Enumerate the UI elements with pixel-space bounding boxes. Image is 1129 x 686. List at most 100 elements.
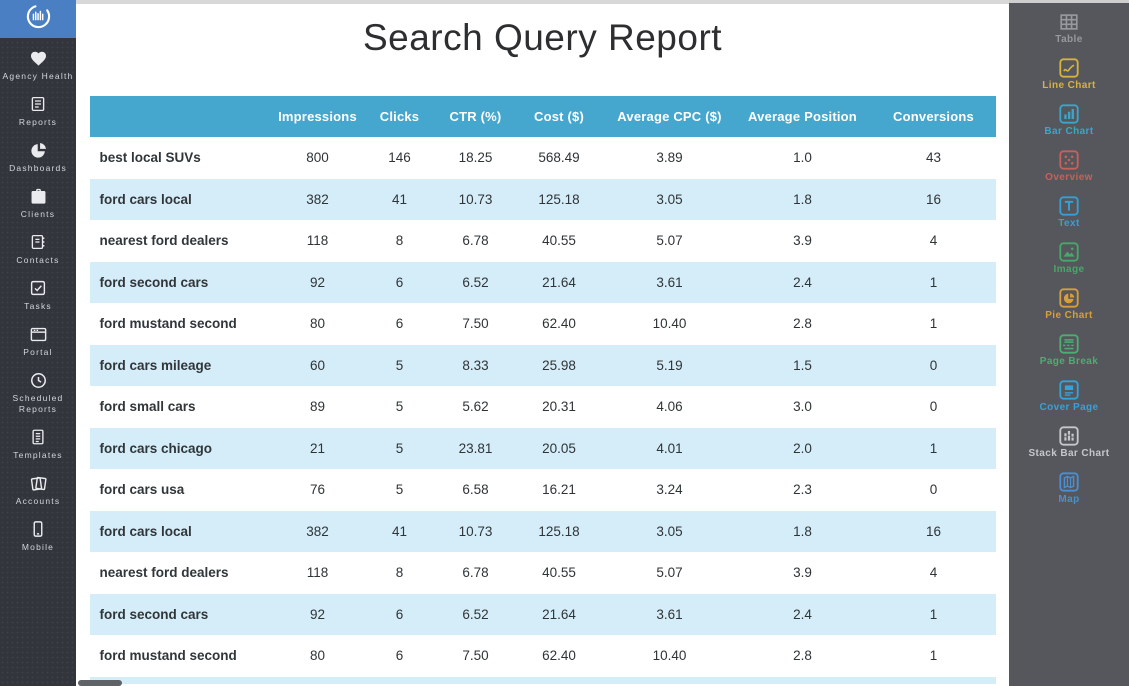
- cell-ctr: 10.73: [438, 510, 513, 552]
- column-header-impressions: Impressions: [274, 96, 361, 137]
- sidebar-item-reports[interactable]: Reports: [0, 94, 76, 128]
- cell-clicks: 41: [360, 510, 439, 552]
- clients-icon: [29, 186, 48, 206]
- cell-query: ford mustand second: [99, 648, 237, 664]
- cell-impressions: 118: [306, 565, 329, 581]
- cell-avg-position: 2.8: [793, 316, 812, 332]
- sidebar-item-dashboards[interactable]: Dashboards: [0, 140, 76, 174]
- widget-item-label: Cover Page: [1039, 402, 1099, 413]
- cell-conversions: 1: [929, 648, 938, 664]
- horizontal-scrollbar-thumb[interactable]: [78, 680, 122, 686]
- cell-query: nearest ford dealers: [99, 233, 229, 249]
- cell-ctr: 6.78: [462, 565, 489, 581]
- cell-ctr: 6.78: [462, 233, 489, 249]
- cell-cost: 20.31: [542, 399, 576, 415]
- cell-avg-cpc: 4.06: [656, 399, 683, 415]
- widget-item-map[interactable]: Map: [1058, 471, 1080, 505]
- sidebar-item-portal[interactable]: Portal: [0, 324, 76, 358]
- sidebar-item-agency-health[interactable]: Agency Health: [0, 48, 76, 82]
- cell-avg-cpc: 10.40: [652, 316, 687, 332]
- line-chart-icon: [1058, 57, 1080, 79]
- table-row: nearest ford dealers 118 8 6.78 40.55 5.07 3.9…: [90, 220, 996, 262]
- cell-avg-position: 2.4: [733, 593, 872, 635]
- cell-avg-cpc: 5.07: [656, 565, 683, 581]
- sidebar-item-label: Clients: [20, 209, 56, 219]
- cell-avg-cpc: 5.19: [605, 344, 734, 386]
- app-logo[interactable]: [0, 0, 76, 38]
- cell-clicks: 146: [388, 150, 411, 166]
- cell-query: ford cars local: [89, 510, 275, 552]
- widget-item-pie-chart[interactable]: Pie Chart: [1045, 287, 1093, 321]
- cell-cost: 568.49: [538, 150, 580, 166]
- widget-item-line-chart[interactable]: Line Chart: [1042, 57, 1095, 91]
- cell-ctr: 6.52: [438, 593, 513, 635]
- sidebar-item-contacts[interactable]: Contacts: [0, 232, 76, 266]
- cell-cost: 62.40: [542, 648, 576, 664]
- table-row-partial: [89, 676, 996, 684]
- widget-item-label: Bar Chart: [1044, 126, 1094, 137]
- sidebar-item-label: Contacts: [16, 255, 60, 265]
- cell-cost: 21.64: [512, 261, 606, 303]
- table-body: best local SUVs 800 146 18.25 568.49 3.89 1.0 4…: [89, 137, 996, 677]
- cell-clicks: 41: [360, 178, 439, 220]
- cell-conversions: 4: [929, 233, 938, 249]
- cell-cost: 125.18: [512, 510, 606, 552]
- column-header-clicks: Clicks: [360, 96, 439, 137]
- accounts-icon: [29, 473, 48, 493]
- overview-icon: [1058, 149, 1080, 171]
- cell-conversions: 4: [929, 565, 938, 581]
- cell-query: ford cars local: [89, 178, 275, 220]
- cell-conversions: 0: [929, 482, 938, 498]
- scheduled-reports-icon: [29, 370, 48, 390]
- widget-item-label: Page Break: [1039, 356, 1099, 367]
- stack-bar-chart-icon: [1058, 425, 1080, 447]
- sidebar-item-clients[interactable]: Clients: [0, 186, 76, 220]
- column-header-ctr: CTR (%): [438, 96, 513, 137]
- cell-impressions: 80: [309, 648, 326, 664]
- sidebar-item-accounts[interactable]: Accounts: [0, 473, 76, 507]
- cell-clicks: 5: [360, 427, 439, 469]
- cell-avg-position: 3.9: [793, 565, 812, 581]
- cell-impressions: 60: [274, 344, 361, 386]
- widget-item-label: Line Chart: [1042, 80, 1096, 91]
- cell-conversions: 43: [925, 150, 942, 166]
- cell-avg-cpc: 3.05: [605, 178, 734, 220]
- cell-avg-position: 1.0: [793, 150, 812, 166]
- cell-avg-cpc: 3.05: [605, 510, 734, 552]
- cell-avg-position: 1.8: [733, 178, 872, 220]
- widget-item-text[interactable]: Text: [1058, 195, 1080, 229]
- cell-clicks: 5: [395, 399, 404, 415]
- cell-query: ford second cars: [89, 593, 275, 635]
- column-header-conversions: Conversions: [871, 96, 996, 137]
- table-row: ford second cars 92 6 6.52 21.64 3.61 2.4 1: [89, 261, 996, 303]
- sidebar-item-label: Scheduled Reports: [12, 393, 64, 414]
- table-row: nearest ford dealers 118 8 6.78 40.55 5.07 3.9…: [90, 552, 996, 594]
- widget-item-table[interactable]: Table: [1055, 11, 1082, 45]
- cell-query: nearest ford dealers: [99, 565, 229, 581]
- widget-item-page-break[interactable]: Page Break: [1040, 333, 1098, 367]
- cell-query: ford small cars: [99, 399, 196, 415]
- sidebar-item-label: Accounts: [15, 496, 61, 506]
- cell-impressions: 89: [309, 399, 326, 415]
- cell-clicks: 5: [360, 344, 439, 386]
- widget-item-cover-page[interactable]: Cover Page: [1039, 379, 1098, 413]
- cell-clicks: 8: [395, 233, 404, 249]
- widget-item-stack-bar-chart[interactable]: Stack Bar Chart: [1028, 425, 1109, 459]
- widget-item-label: Table: [1055, 34, 1083, 45]
- cell-clicks: 6: [360, 261, 439, 303]
- widget-item-overview[interactable]: Overview: [1045, 149, 1093, 183]
- widget-item-bar-chart[interactable]: Bar Chart: [1044, 103, 1093, 137]
- sidebar-item-mobile[interactable]: Mobile: [0, 519, 76, 553]
- widget-item-image[interactable]: Image: [1054, 241, 1085, 275]
- left-sidebar: Agency Health Reports Dashboards Clients Con…: [0, 0, 76, 686]
- cell-clicks: 5: [395, 482, 404, 498]
- cover-page-icon: [1058, 379, 1080, 401]
- sidebar-item-tasks[interactable]: Tasks: [0, 278, 76, 312]
- cell-clicks: 6: [395, 648, 404, 664]
- sidebar-item-scheduled-reports[interactable]: Scheduled Reports: [0, 370, 76, 415]
- cell-impressions: 800: [306, 150, 329, 166]
- text-icon: [1058, 195, 1080, 217]
- sidebar-item-templates[interactable]: Templates: [0, 427, 76, 461]
- cell-avg-cpc: 3.89: [656, 150, 683, 166]
- table-row: ford mustand second 80 6 7.50 62.40 10.40 2.8 1: [90, 303, 996, 345]
